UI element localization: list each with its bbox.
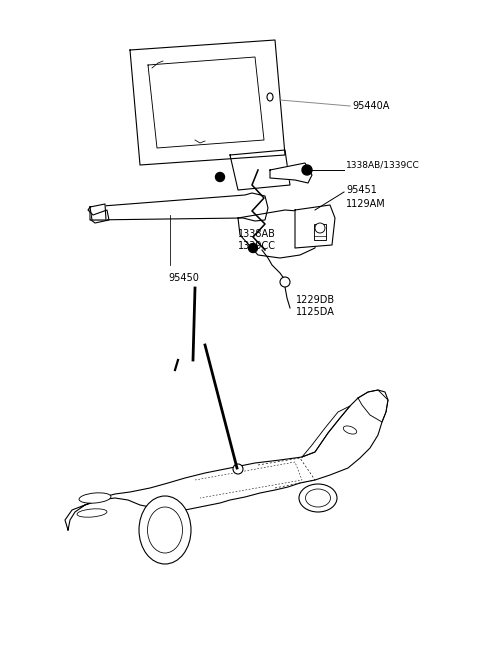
Polygon shape xyxy=(270,163,312,183)
Ellipse shape xyxy=(139,496,191,564)
Polygon shape xyxy=(65,390,388,530)
Circle shape xyxy=(216,173,225,181)
Text: 1339CC: 1339CC xyxy=(238,241,276,251)
Text: 1338AB/1339CC: 1338AB/1339CC xyxy=(346,160,420,170)
Text: 1125DA: 1125DA xyxy=(296,307,335,317)
Ellipse shape xyxy=(267,93,273,101)
Circle shape xyxy=(280,277,290,287)
Ellipse shape xyxy=(299,484,337,512)
Text: 1338AB: 1338AB xyxy=(238,229,276,239)
Circle shape xyxy=(315,223,325,233)
Ellipse shape xyxy=(343,426,357,434)
Ellipse shape xyxy=(147,507,182,553)
Text: 1129AM: 1129AM xyxy=(346,199,386,209)
Circle shape xyxy=(302,165,312,175)
Ellipse shape xyxy=(79,493,111,503)
Text: 95451: 95451 xyxy=(346,185,377,195)
Text: 95450: 95450 xyxy=(168,273,199,283)
Polygon shape xyxy=(90,193,268,221)
Text: 1229DB: 1229DB xyxy=(296,295,335,305)
Ellipse shape xyxy=(77,509,107,517)
Ellipse shape xyxy=(305,489,331,507)
Circle shape xyxy=(249,244,257,252)
Polygon shape xyxy=(238,210,318,258)
Polygon shape xyxy=(90,204,106,220)
Text: 95440A: 95440A xyxy=(352,101,389,111)
Polygon shape xyxy=(230,150,290,190)
Polygon shape xyxy=(130,40,285,165)
FancyBboxPatch shape xyxy=(314,224,326,240)
Polygon shape xyxy=(295,205,335,248)
Circle shape xyxy=(233,464,243,474)
